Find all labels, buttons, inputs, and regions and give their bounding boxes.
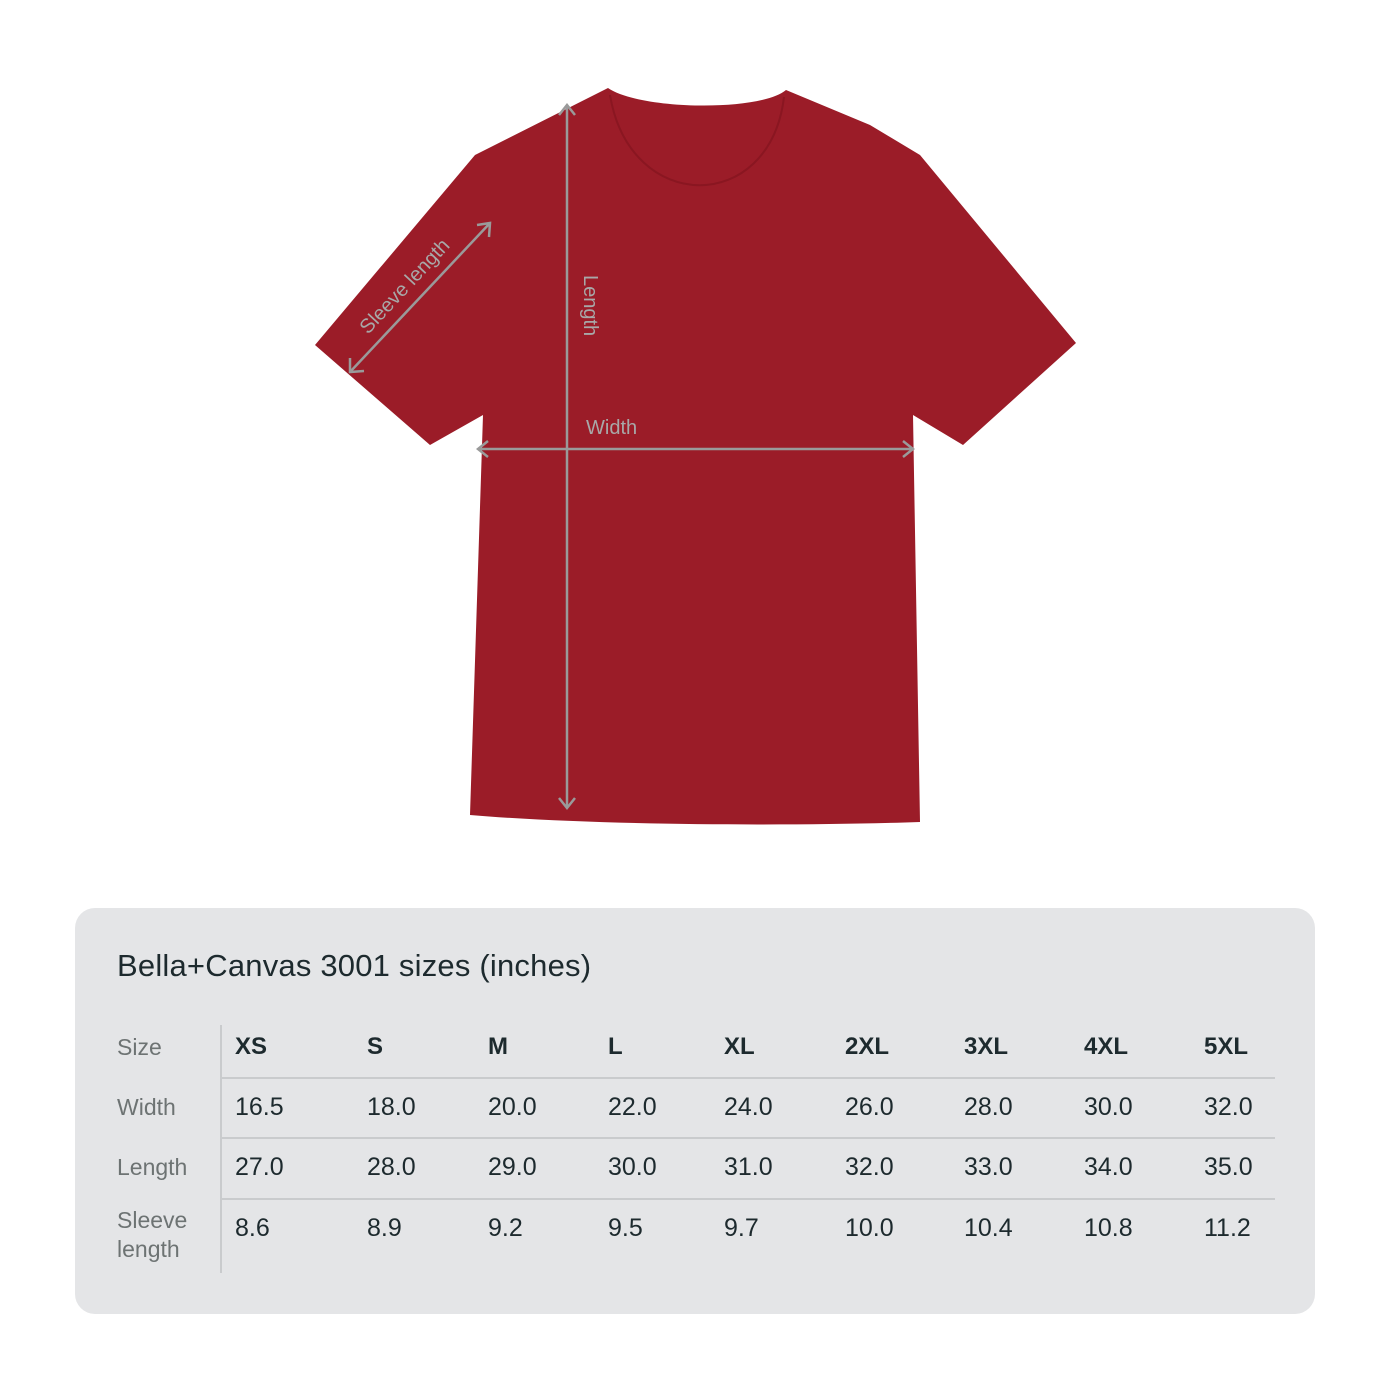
arrowhead-icon	[558, 797, 576, 811]
row-divider	[220, 1198, 1275, 1200]
size-header: 3XL	[964, 1033, 1009, 1060]
size-header: XL	[724, 1033, 755, 1060]
row-header-size: Size	[117, 1034, 162, 1060]
arrowhead-icon	[476, 221, 492, 238]
table-cell: 24.0	[724, 1093, 773, 1121]
table-cell: 30.0	[608, 1153, 657, 1181]
collar	[609, 94, 785, 187]
arrowhead-icon	[475, 440, 489, 458]
table-cell: 32.0	[845, 1153, 894, 1181]
arrowhead-icon	[558, 102, 576, 116]
table-cell: 29.0	[488, 1153, 537, 1181]
tshirt-diagram: Length Width Sleeve length	[315, 88, 1076, 825]
table-cell: 8.6	[235, 1214, 270, 1242]
length-label: Length	[579, 275, 601, 336]
table-cell: 28.0	[367, 1153, 416, 1181]
size-header: S	[367, 1033, 384, 1060]
table-cell: 32.0	[1204, 1093, 1253, 1121]
column-divider	[220, 1025, 222, 1273]
table-cell: 27.0	[235, 1153, 284, 1181]
table-cell: 18.0	[367, 1093, 416, 1121]
table-cell: 26.0	[845, 1093, 894, 1121]
size-header: L	[608, 1033, 623, 1060]
table-cell: 10.8	[1084, 1214, 1133, 1242]
sleeve-measure-line	[349, 222, 491, 373]
size-header: XS	[235, 1033, 268, 1060]
table-cell: 33.0	[964, 1153, 1013, 1181]
table-cell: 11.2	[1204, 1214, 1251, 1242]
size-header: 4XL	[1084, 1033, 1129, 1060]
table-cell: 10.4	[964, 1214, 1013, 1242]
table-cell: 10.0	[845, 1214, 894, 1242]
size-header: M	[488, 1033, 508, 1060]
width-label: Width	[586, 417, 637, 439]
row-divider	[220, 1077, 1275, 1079]
table-cell: 30.0	[1084, 1093, 1133, 1121]
arrowhead-icon	[902, 440, 916, 458]
table-cell: 34.0	[1084, 1153, 1133, 1181]
row-header-length: Length	[117, 1154, 188, 1180]
table-cell: 35.0	[1204, 1153, 1253, 1181]
table-cell: 9.5	[608, 1214, 643, 1242]
row-header-width: Width	[117, 1094, 176, 1120]
size-header: 5XL	[1204, 1033, 1249, 1060]
table-cell: 9.2	[488, 1214, 523, 1242]
arrowhead-icon	[348, 358, 365, 374]
size-header: 2XL	[845, 1033, 890, 1060]
table-cell: 20.0	[488, 1093, 537, 1121]
row-header-sleeve-length: Sleeve length	[117, 1207, 188, 1262]
table-cell: 8.9	[367, 1214, 402, 1242]
table-cell: 16.5	[235, 1093, 284, 1121]
size-table-panel: Bella+Canvas 3001 sizes (inches) Size Wid…	[75, 908, 1315, 1314]
table-cell: 22.0	[608, 1093, 657, 1121]
tshirt-shape	[315, 88, 1076, 825]
table-cell: 28.0	[964, 1093, 1013, 1121]
size-table-title: Bella+Canvas 3001 sizes (inches)	[117, 948, 592, 983]
row-divider	[220, 1137, 1275, 1139]
table-cell: 31.0	[724, 1153, 773, 1181]
table-cell: 9.7	[724, 1214, 759, 1242]
